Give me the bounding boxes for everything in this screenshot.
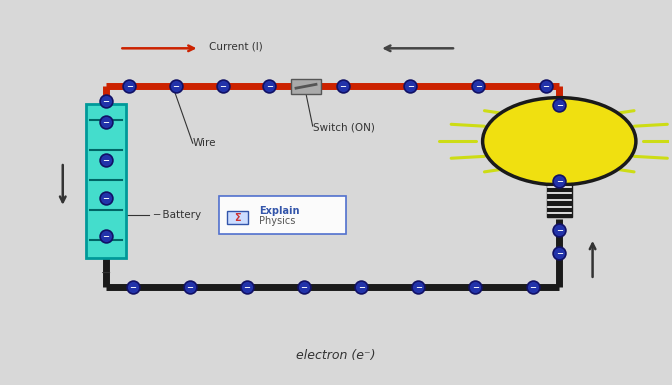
Text: −: − [556, 226, 562, 235]
Text: −: − [472, 283, 479, 292]
Text: −: − [474, 82, 482, 91]
Point [217, 83, 228, 89]
Text: −: − [126, 82, 133, 91]
Point [101, 233, 112, 239]
Text: −: − [219, 82, 226, 91]
Point [101, 119, 112, 126]
FancyBboxPatch shape [292, 79, 321, 94]
Point [128, 284, 138, 290]
Point [299, 284, 310, 290]
Text: −: − [542, 82, 550, 91]
Point [554, 228, 564, 234]
Text: electron (e⁻): electron (e⁻) [296, 349, 376, 362]
Point [171, 83, 181, 89]
Text: −: − [556, 101, 562, 110]
Text: Switch (ON): Switch (ON) [312, 123, 374, 133]
Text: −: − [103, 118, 110, 127]
Point [554, 102, 564, 108]
Point [264, 83, 275, 89]
Text: −: − [173, 82, 179, 91]
Text: −: − [300, 283, 308, 292]
Point [554, 178, 564, 184]
Point [337, 83, 348, 89]
Circle shape [482, 98, 636, 185]
Text: −: − [103, 194, 110, 203]
Text: −: − [129, 283, 136, 292]
Point [554, 250, 564, 256]
Point [405, 83, 416, 89]
Point [124, 83, 135, 89]
Text: −: − [358, 283, 365, 292]
Text: −: − [266, 82, 273, 91]
Point [356, 284, 367, 290]
Text: Wire: Wire [193, 138, 216, 148]
Text: −: − [529, 283, 536, 292]
Point [473, 83, 484, 89]
FancyBboxPatch shape [87, 104, 126, 258]
Polygon shape [546, 183, 572, 217]
Text: Bulb: Bulb [566, 132, 589, 142]
Point [528, 284, 538, 290]
Point [242, 284, 253, 290]
Point [101, 195, 112, 201]
Text: −: − [103, 232, 110, 241]
Text: −: − [101, 266, 112, 280]
Point [185, 284, 196, 290]
Text: Physics: Physics [259, 216, 296, 226]
Text: Explain: Explain [259, 206, 300, 216]
Point [413, 284, 424, 290]
Text: Current (I): Current (I) [210, 42, 263, 52]
FancyBboxPatch shape [219, 196, 346, 234]
Text: −: − [415, 283, 422, 292]
Text: −: − [556, 249, 562, 258]
Text: ─ Battery: ─ Battery [153, 210, 201, 220]
Text: −: − [103, 156, 110, 165]
Text: −: − [243, 283, 251, 292]
Text: −: − [103, 97, 110, 106]
Point [101, 98, 112, 104]
Text: −: − [407, 82, 414, 91]
Point [470, 284, 481, 290]
Point [540, 83, 551, 89]
Text: −: − [186, 283, 194, 292]
Text: −: − [556, 177, 562, 186]
Point [101, 157, 112, 163]
Text: −: − [339, 82, 346, 91]
FancyBboxPatch shape [226, 211, 248, 224]
Text: Σ: Σ [234, 213, 241, 223]
